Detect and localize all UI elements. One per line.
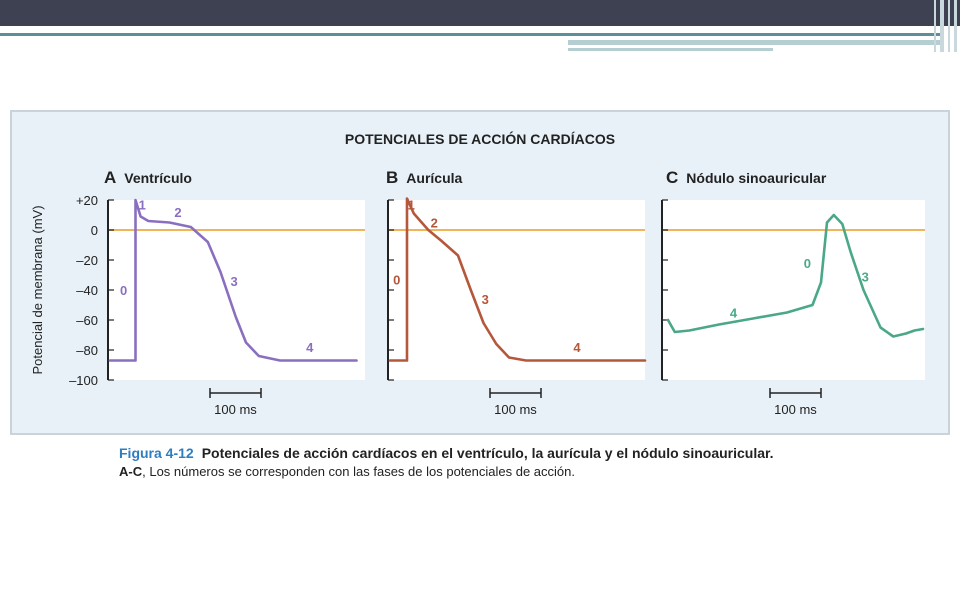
slide-corner-decoration	[930, 0, 960, 52]
action-potential-line-a	[108, 198, 358, 362]
caption-subtitle: , Los números se corresponden con las fa…	[142, 464, 575, 479]
caption-panel-ref: A-C	[119, 464, 143, 479]
scale-bar-label-c: 100 ms	[774, 402, 817, 417]
scale-bar-label-a: 100 ms	[214, 402, 257, 417]
scale-bar-label-b: 100 ms	[494, 402, 537, 417]
panel-letter-c: C	[666, 168, 679, 187]
phase-label-a: 0	[120, 283, 127, 298]
plot-area-c	[662, 200, 925, 380]
slide-accent-line-short	[568, 48, 773, 51]
chart-title: POTENCIALES DE ACCIÓN CARDÍACOS	[344, 131, 616, 147]
phase-label-b: 4	[573, 340, 581, 355]
phase-label-b: 1	[408, 198, 415, 213]
panel-label-a: A Ventrículo	[104, 168, 192, 188]
phase-label-b: 0	[393, 273, 400, 288]
y-tick-label: +20	[76, 193, 98, 208]
y-tick-label: 0	[91, 223, 98, 238]
panel-name-b: Aurícula	[406, 170, 463, 186]
action-potential-line-c	[666, 213, 925, 338]
y-tick-label: –20	[76, 253, 98, 268]
phase-label-c: 0	[804, 256, 811, 271]
phase-label-b: 2	[431, 216, 438, 231]
plot-area-a	[108, 200, 365, 380]
phase-label-c: 3	[862, 270, 869, 285]
panel-letter-b: B	[386, 168, 399, 187]
y-tick-label: –60	[76, 313, 98, 328]
figure-caption: Figura 4-12 Potenciales de acción cardíac…	[119, 445, 919, 479]
phase-label-a: 1	[139, 198, 146, 213]
phase-label-b: 3	[482, 292, 489, 307]
panel-name-c: Nódulo sinoauricular	[686, 170, 827, 186]
caption-subtitle-line: A-C, Los números se corresponden con las…	[119, 464, 919, 479]
phase-label-a: 4	[306, 340, 314, 355]
panel-letter-a: A	[104, 168, 117, 187]
y-axis-label: Potencial de membrana (mV)	[30, 205, 45, 374]
caption-figure-number: Figura 4-12	[119, 445, 194, 461]
y-tick-label: –100	[69, 373, 98, 388]
panel-name-a: Ventrículo	[124, 170, 192, 186]
action-potential-line-b	[388, 197, 647, 362]
phase-label-a: 3	[230, 274, 237, 289]
phase-label-a: 2	[174, 205, 181, 220]
caption-title: Potenciales de acción cardíacos en el ve…	[201, 445, 774, 461]
slide-top-bar	[0, 0, 960, 26]
panel-label-b: B Aurícula	[386, 168, 462, 188]
panel-label-c: C Nódulo sinoauricular	[666, 168, 826, 188]
caption-title-line: Figura 4-12 Potenciales de acción cardíac…	[119, 445, 919, 461]
y-tick-label: –80	[76, 343, 98, 358]
slide-accent-line	[0, 33, 940, 36]
slide-accent-line-thin	[568, 40, 940, 45]
phase-label-c: 4	[730, 306, 738, 321]
y-tick-label: –40	[76, 283, 98, 298]
